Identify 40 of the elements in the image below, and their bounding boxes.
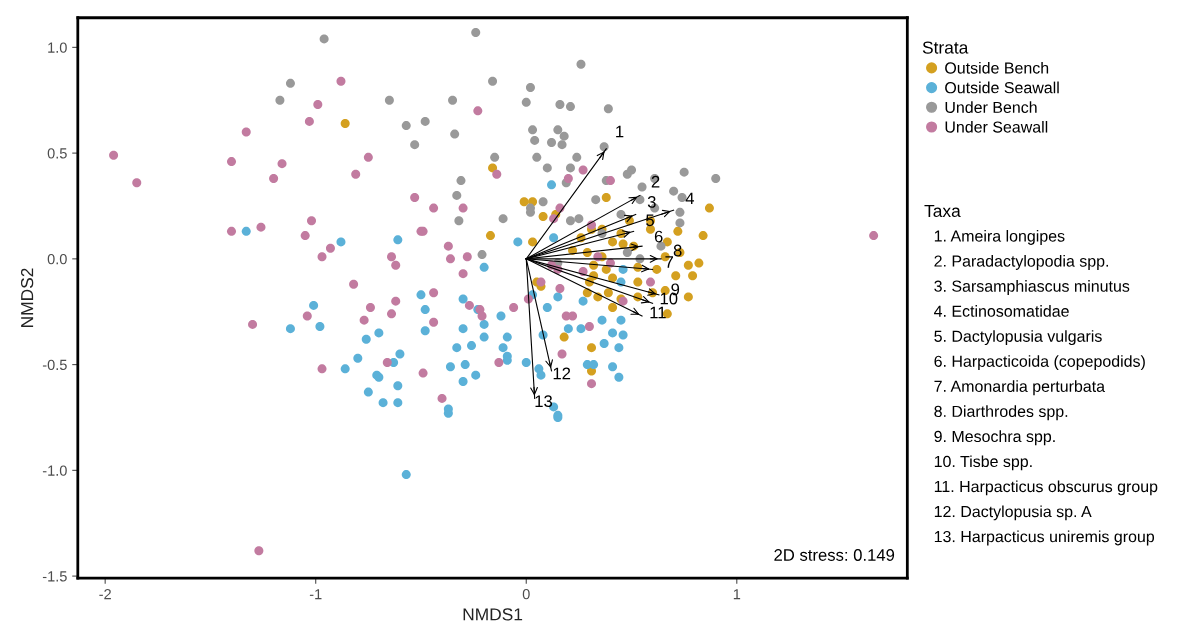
y-tick-label: -1.5 xyxy=(42,571,67,582)
text: 4. Ectinosomatidae xyxy=(934,305,1069,317)
y-tick-label: 0.0 xyxy=(47,253,67,265)
legend-label: Outside Bench xyxy=(945,61,1049,74)
text: 1. Ameira longipes xyxy=(934,229,1065,245)
text: 3. Sarsamphiascus minutus xyxy=(934,280,1130,295)
legend-label: 7 xyxy=(665,256,674,268)
x-tick-label: -2 xyxy=(99,589,111,600)
text: 12. Dactylopusia sp. A xyxy=(934,505,1092,521)
x-tick-label: -1 xyxy=(309,589,322,600)
legend-label: Outside Seawall xyxy=(945,81,1059,94)
series-label: 2 xyxy=(651,175,660,188)
x-axis-title: NMDS1 xyxy=(463,608,523,621)
annotation: 2D stress: 0.149 xyxy=(774,549,895,561)
text: 13. Harpacticus uniremis group xyxy=(934,530,1155,546)
y-tick-label: 1.0 xyxy=(48,42,67,53)
legend-label: Under Bench xyxy=(945,101,1037,114)
legend-label: Under Seawall xyxy=(945,120,1048,133)
text: 11. Harpacticus obscurus group xyxy=(934,480,1158,496)
text: 9. Mesochra spp. xyxy=(934,430,1055,446)
series-label: 4 xyxy=(685,192,695,205)
text: Taxa xyxy=(924,204,961,218)
legend-label: 3 xyxy=(647,196,656,208)
legend-label: 13 xyxy=(535,395,553,408)
text: 6. Harpacticoida (copepodids) xyxy=(934,355,1145,371)
series-label: 1 xyxy=(616,125,624,138)
x-tick-label: 1 xyxy=(733,589,741,600)
text: 2. Paradactylopodia spp. xyxy=(934,255,1109,270)
legend-title: Strata xyxy=(922,41,969,54)
text: 8. Diarthrodes spp. xyxy=(934,405,1068,421)
legend-label: 12 xyxy=(553,367,571,380)
y-axis-title: NMDS2 xyxy=(20,268,34,327)
y-tick-label: -1.0 xyxy=(42,465,67,476)
text: 7. Amonardia perturbata xyxy=(934,380,1106,396)
text: 10. Tisbe spp. xyxy=(934,455,1032,471)
text: 5. Dactylopusia vulgaris xyxy=(934,330,1102,346)
legend-label: 6 xyxy=(654,230,663,243)
y-tick-label: 0.5 xyxy=(47,148,67,159)
x-tick-label: 0 xyxy=(522,589,530,600)
y-tick-label: -0.5 xyxy=(42,359,67,371)
